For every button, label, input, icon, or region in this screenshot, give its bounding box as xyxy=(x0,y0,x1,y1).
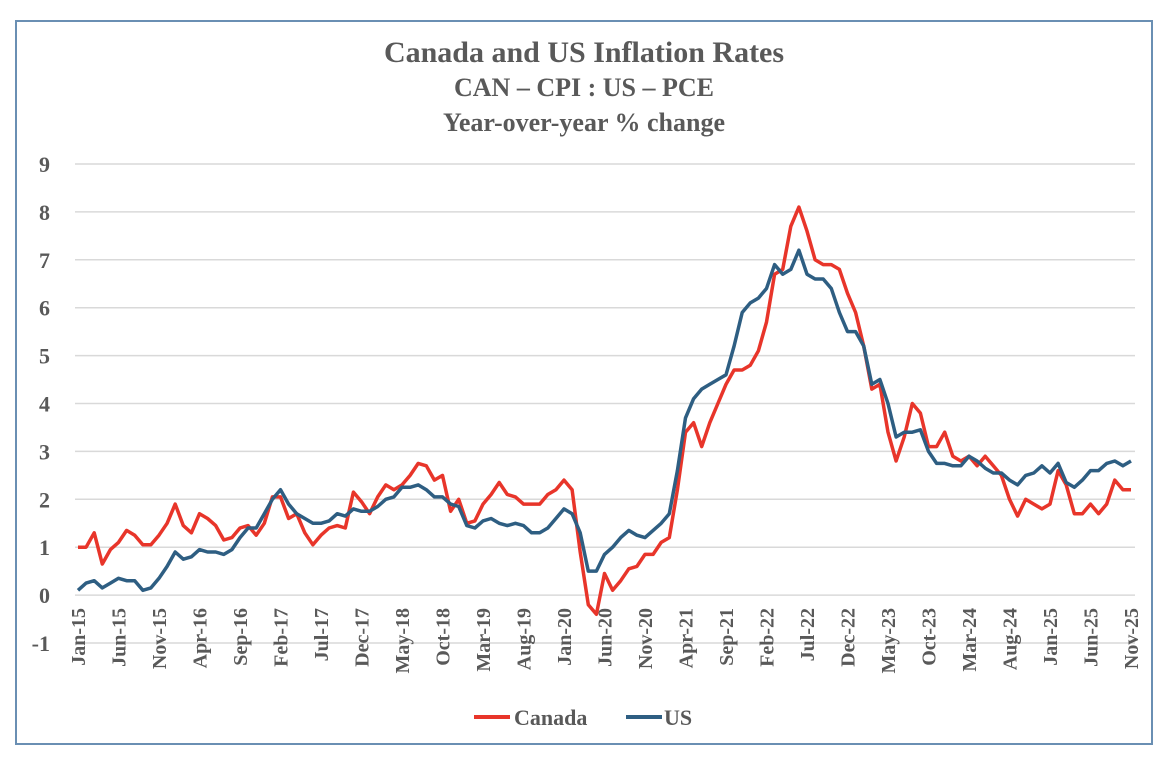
y-tick-label: 7 xyxy=(39,248,50,273)
series-line-us xyxy=(76,248,1132,593)
chart-title: Canada and US Inflation Rates xyxy=(384,36,784,69)
x-tick-label: Apr-21 xyxy=(676,608,698,668)
x-tick-label: Jan-15 xyxy=(68,608,90,666)
x-tick-label: Dec-22 xyxy=(838,608,860,667)
chart-frame xyxy=(15,20,1153,745)
x-tick-label: Mar-19 xyxy=(473,608,495,672)
y-tick-label: 5 xyxy=(39,344,50,369)
x-tick-label: Oct-18 xyxy=(433,608,455,666)
series-lines xyxy=(76,205,1132,617)
x-tick-label: Jul-22 xyxy=(797,608,819,661)
x-tick-label: Nov-20 xyxy=(635,608,657,669)
x-tick-label: Sep-16 xyxy=(230,608,252,666)
x-tick-label: Apr-16 xyxy=(190,608,212,668)
x-tick-label: Aug-19 xyxy=(514,608,536,670)
y-tick-label: 9 xyxy=(39,152,50,177)
gridlines xyxy=(75,163,1135,644)
x-tick-label: May-23 xyxy=(878,608,900,674)
x-tick-label: Oct-23 xyxy=(919,608,941,666)
x-tick-label: Sep-21 xyxy=(716,608,738,666)
y-tick-label: 8 xyxy=(39,200,50,225)
chart-subtitle-2: Year-over-year % change xyxy=(443,108,725,137)
y-tick-label: 4 xyxy=(39,392,50,417)
y-tick-label: 3 xyxy=(39,439,50,464)
legend: Canada US xyxy=(474,705,692,730)
x-tick-label: Jun-20 xyxy=(595,608,617,667)
y-tick-label: 2 xyxy=(39,487,50,512)
x-tick-label: Feb-22 xyxy=(757,608,779,667)
x-tick-label: Nov-15 xyxy=(149,608,171,669)
x-tick-label: Jun-15 xyxy=(109,608,131,667)
legend-label-canada: Canada xyxy=(514,705,587,730)
x-tick-label: Nov-25 xyxy=(1121,608,1143,669)
y-tick-label: 6 xyxy=(39,296,50,321)
x-tick-label: Jan-20 xyxy=(554,608,576,666)
x-tick-label: Aug-24 xyxy=(1000,608,1022,670)
y-axis-ticks: 9 8 7 6 5 4 3 2 1 0 -1 xyxy=(32,152,50,656)
x-tick-label: Feb-17 xyxy=(271,608,293,667)
x-tick-label: Dec-17 xyxy=(352,608,374,667)
x-tick-label: Jan-25 xyxy=(1040,608,1062,666)
legend-label-us: US xyxy=(664,705,692,730)
x-tick-label: Mar-24 xyxy=(959,608,981,672)
x-axis-ticks: Jan-15 Jun-15 Nov-15 Apr-16 Sep-16 Feb-17 Jul-… xyxy=(68,608,1143,674)
y-tick-label: 1 xyxy=(39,535,50,560)
series-line-canada xyxy=(78,205,1131,617)
x-tick-label: Jun-25 xyxy=(1081,608,1103,667)
y-tick-label: -1 xyxy=(32,631,50,656)
chart-subtitle: CAN – CPI : US – PCE xyxy=(454,73,714,102)
x-tick-label: May-18 xyxy=(392,608,414,674)
y-tick-label: 0 xyxy=(39,583,50,608)
x-tick-label: Jul-17 xyxy=(311,608,333,661)
